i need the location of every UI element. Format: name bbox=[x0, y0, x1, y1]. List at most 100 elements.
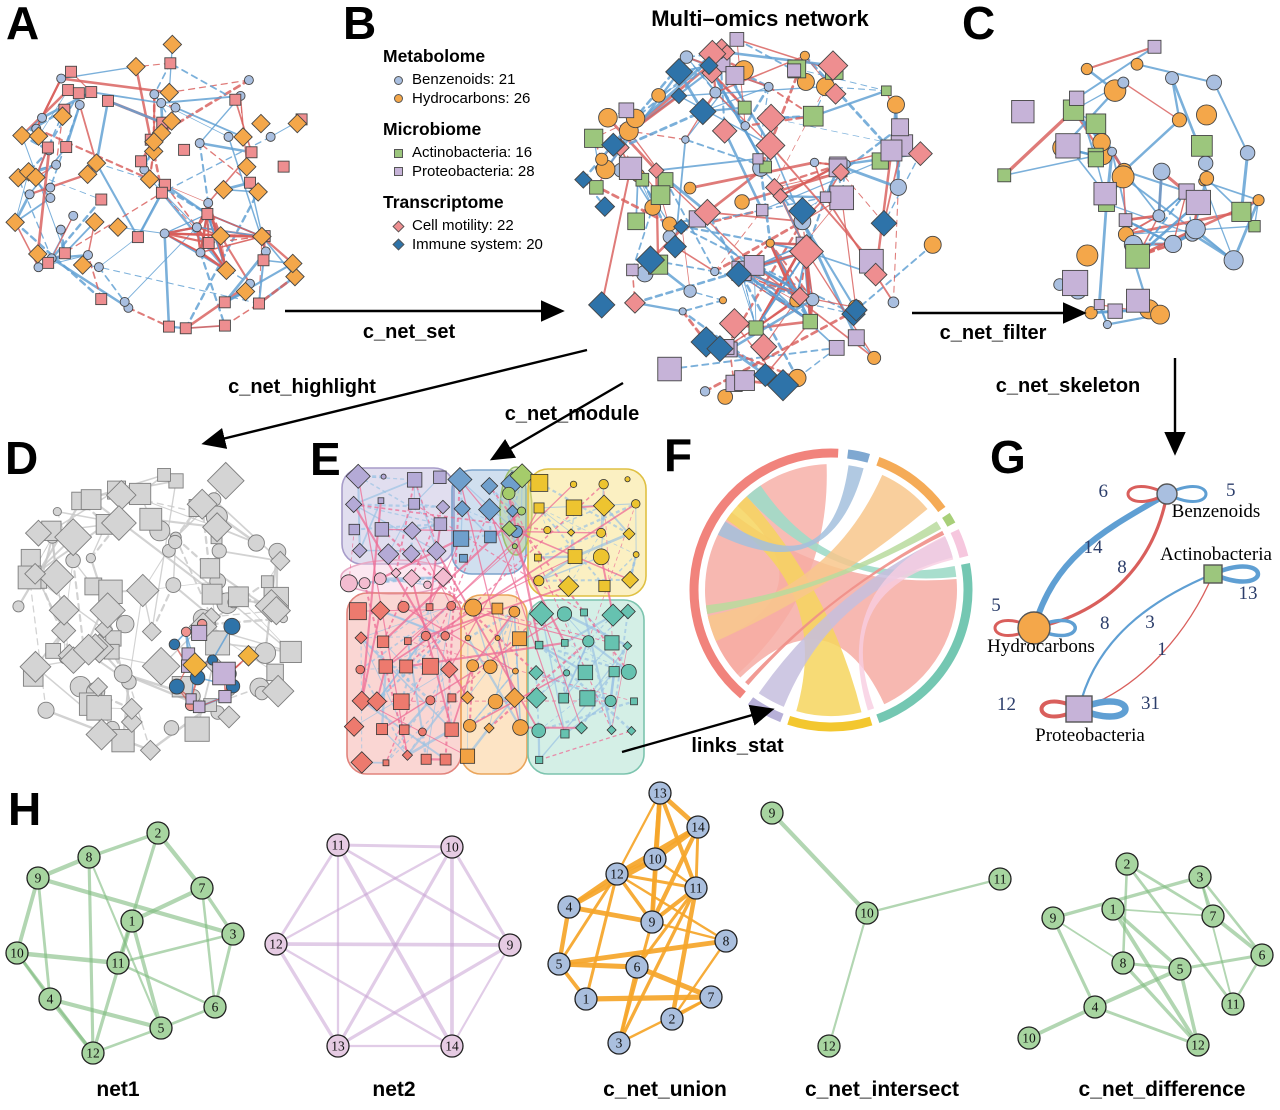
graph-node bbox=[106, 951, 130, 975]
panel-d-highlight-network bbox=[168, 617, 260, 714]
graph-node bbox=[498, 933, 522, 957]
legend-item: Immune system: 20 bbox=[383, 236, 573, 255]
graph-node bbox=[605, 862, 629, 886]
graph-node-label: 8 bbox=[86, 850, 93, 865]
legend-item: Benzenoids: 21 bbox=[383, 71, 573, 90]
graph-node-label: 7 bbox=[1210, 909, 1217, 924]
graph-node bbox=[1111, 951, 1135, 975]
graph-node bbox=[817, 1034, 841, 1058]
legend-item-label: Benzenoids: 21 bbox=[412, 71, 516, 88]
graph-node-label: 11 bbox=[112, 956, 125, 971]
panel-label-h: H bbox=[8, 783, 41, 835]
graph-node bbox=[203, 995, 227, 1019]
legend-item-label: Cell motility: 22 bbox=[412, 217, 514, 234]
graph-node-label: 7 bbox=[199, 881, 206, 896]
skeleton-text: Hydrocarbons bbox=[987, 636, 1095, 657]
graph-node-label: 13 bbox=[331, 1039, 345, 1054]
graph-node bbox=[643, 847, 667, 871]
graph-node-label: 8 bbox=[723, 934, 730, 949]
graph-node bbox=[440, 835, 464, 859]
arrow-c-net-module bbox=[489, 381, 624, 461]
graph-node bbox=[264, 932, 288, 956]
graph-node bbox=[149, 1016, 173, 1040]
graph-node bbox=[81, 1041, 105, 1065]
graph-node-label: 2 bbox=[155, 826, 162, 841]
graph-node bbox=[684, 876, 708, 900]
graph-node-label: 10 bbox=[1022, 1031, 1036, 1046]
graph-node-label: 12 bbox=[1191, 1038, 1205, 1053]
arrow-links-stat bbox=[621, 704, 775, 754]
graph-node-label: 2 bbox=[669, 1012, 676, 1027]
graph-node-label: 3 bbox=[230, 927, 237, 942]
legend-group-title: Metabolome bbox=[383, 46, 486, 66]
legend-item-label: Immune system: 20 bbox=[412, 235, 543, 253]
graph-node-label: 8 bbox=[1120, 956, 1127, 971]
graph-node-label: 11 bbox=[994, 872, 1007, 887]
caption-net2: net2 bbox=[372, 1078, 416, 1101]
graph-node bbox=[699, 985, 723, 1009]
panel-label-b: B bbox=[343, 0, 376, 49]
graph-node-label: 9 bbox=[507, 938, 514, 953]
graph-node-label: 3 bbox=[616, 1036, 623, 1051]
graph-node-label: 1 bbox=[1110, 902, 1117, 917]
graph-node bbox=[1041, 906, 1065, 930]
skeleton-text: Actinobacteria bbox=[1160, 544, 1272, 565]
skeleton-text: 3 bbox=[1145, 612, 1155, 633]
graph-node bbox=[1188, 865, 1212, 889]
graph-node-label: 10 bbox=[10, 946, 24, 961]
arrow-label-c-net-skeleton: c_net_skeleton bbox=[995, 375, 1141, 397]
graph-node-label: 11 bbox=[690, 881, 703, 896]
graph-node bbox=[607, 1031, 631, 1055]
graph-node bbox=[221, 922, 245, 946]
graph-node bbox=[440, 1034, 464, 1058]
graph-node-label: 6 bbox=[634, 960, 641, 975]
arrow-c-net-highlight bbox=[201, 348, 588, 449]
skeleton-text: 13 bbox=[1239, 583, 1258, 604]
panel-b-network bbox=[574, 32, 942, 405]
graph-node bbox=[146, 821, 170, 845]
legend-group: Transcriptome Cell motility: 22 Immune sys… bbox=[383, 192, 573, 254]
panel-label-c: C bbox=[962, 0, 995, 49]
graph-node-label: 5 bbox=[556, 957, 563, 972]
graph-node bbox=[1201, 904, 1225, 928]
graph-node-label: 9 bbox=[649, 915, 656, 930]
graph-node-label: 7 bbox=[708, 990, 715, 1005]
graph-node-label: 14 bbox=[691, 820, 705, 835]
graph-node bbox=[686, 815, 710, 839]
panel-d-gray-network bbox=[12, 461, 302, 761]
graph-node bbox=[547, 952, 571, 976]
graph-node bbox=[1101, 897, 1125, 921]
figure-title: Multi–omics network bbox=[651, 6, 869, 31]
graph-node-label: 12 bbox=[610, 867, 624, 882]
caption-intersect: c_net_intersect bbox=[804, 1078, 960, 1101]
panel-e-modules bbox=[339, 463, 647, 775]
graph-node bbox=[326, 1034, 350, 1058]
panel-a-network bbox=[5, 34, 308, 335]
graph-node-label: 12 bbox=[822, 1039, 836, 1054]
graph-node-label: 2 bbox=[1124, 857, 1131, 872]
panel-g-skeleton: Benzenoids Actinobacteria Hydrocarbons Prot… bbox=[987, 480, 1272, 746]
skeleton-text: 1 bbox=[1157, 639, 1167, 660]
panel-f-chord bbox=[689, 448, 973, 732]
graph-node bbox=[640, 910, 664, 934]
circle-marker-icon bbox=[394, 94, 403, 104]
caption-difference: c_net_difference bbox=[1078, 1078, 1246, 1101]
graph-node-label: 1 bbox=[583, 992, 590, 1007]
legend-item-label: Proteobacteria: 28 bbox=[412, 162, 535, 180]
square-marker-icon bbox=[394, 148, 403, 158]
arrow-label-c-net-module: c_net_module bbox=[504, 403, 640, 425]
legend-item: Hydrocarbons: 26 bbox=[383, 90, 573, 109]
skeleton-text: 8 bbox=[1117, 557, 1127, 578]
graph-node bbox=[1186, 1033, 1210, 1057]
diamond-marker-icon bbox=[392, 238, 405, 251]
panel-label-d: D bbox=[5, 432, 38, 484]
graph-node-label: 10 bbox=[648, 852, 662, 867]
legend-item: Actinobacteria: 16 bbox=[383, 144, 573, 163]
graph-node bbox=[855, 901, 879, 925]
graph-node-label: 3 bbox=[1197, 870, 1204, 885]
panel-label-e: E bbox=[310, 433, 341, 485]
graph-node-label: 10 bbox=[860, 906, 874, 921]
